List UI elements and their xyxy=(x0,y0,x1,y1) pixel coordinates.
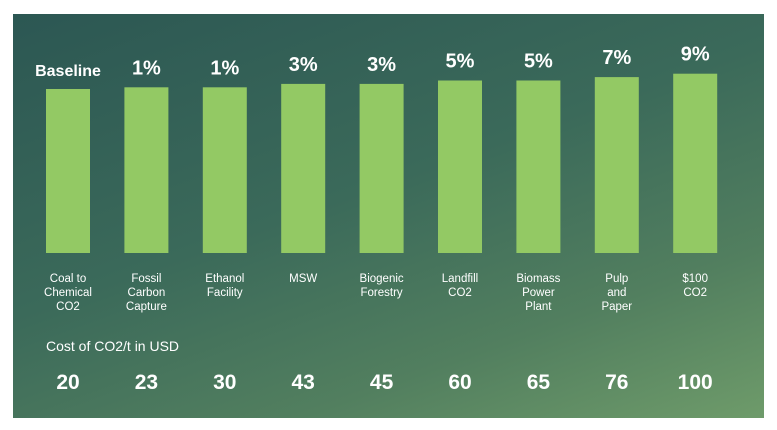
cost-value-5: 45 xyxy=(369,371,394,394)
bar-1 xyxy=(46,89,90,253)
bar-2 xyxy=(124,87,169,253)
cost-value-2: 23 xyxy=(134,371,159,394)
cost-value-8: 76 xyxy=(605,371,629,394)
category-label-3: Ethanol Facility xyxy=(205,273,245,299)
category-label-8: Pulp and Paper xyxy=(601,273,633,313)
bar-chart: Baseline 1% 1% 3% 3% 5% 5% 7% 9% xyxy=(35,44,718,254)
category-label-5: Biogenic Forestry xyxy=(359,273,404,299)
cost-value-6: 60 xyxy=(448,371,472,394)
bar-label-8: 7% xyxy=(602,47,631,69)
cost-value-1: 20 xyxy=(56,371,80,394)
bar-9 xyxy=(673,73,718,253)
bar-3 xyxy=(202,87,247,253)
category-label-6: Landfill CO2 xyxy=(441,273,479,299)
cost-value-4: 43 xyxy=(291,371,315,394)
cost-value-7: 65 xyxy=(526,371,551,394)
cost-axis-label: Cost of CO2/t in USD xyxy=(46,338,180,354)
bar-label-6: 5% xyxy=(446,51,475,73)
category-label-2: Fossil Carbon Capture xyxy=(125,273,167,313)
bar-label-7: 5% xyxy=(524,51,553,73)
bar-5 xyxy=(359,83,404,254)
cost-value-9: 100 xyxy=(677,371,713,394)
cost-value-3: 30 xyxy=(213,371,237,394)
bar-4 xyxy=(281,83,326,254)
bar-6 xyxy=(438,80,482,253)
category-label-7: Biomass Power Plant xyxy=(516,273,561,313)
bar-label-3: 1% xyxy=(210,57,239,79)
bar-label-2: 1% xyxy=(132,57,161,79)
category-label-4: MSW xyxy=(289,273,318,285)
chart-panel: Baseline 1% 1% 3% 3% 5% 5% 7% 9% Coal to Chemica… xyxy=(13,14,764,418)
bar-label-9: 9% xyxy=(681,44,710,66)
bar-label-1: Baseline xyxy=(35,63,101,80)
category-label-1: Coal to Chemical CO2 xyxy=(44,273,92,313)
bar-label-4: 3% xyxy=(289,54,318,76)
bar-8 xyxy=(594,77,639,253)
category-label-9: $100 CO2 xyxy=(682,273,708,299)
bar-7 xyxy=(516,80,561,253)
bar-label-5: 3% xyxy=(367,54,396,76)
